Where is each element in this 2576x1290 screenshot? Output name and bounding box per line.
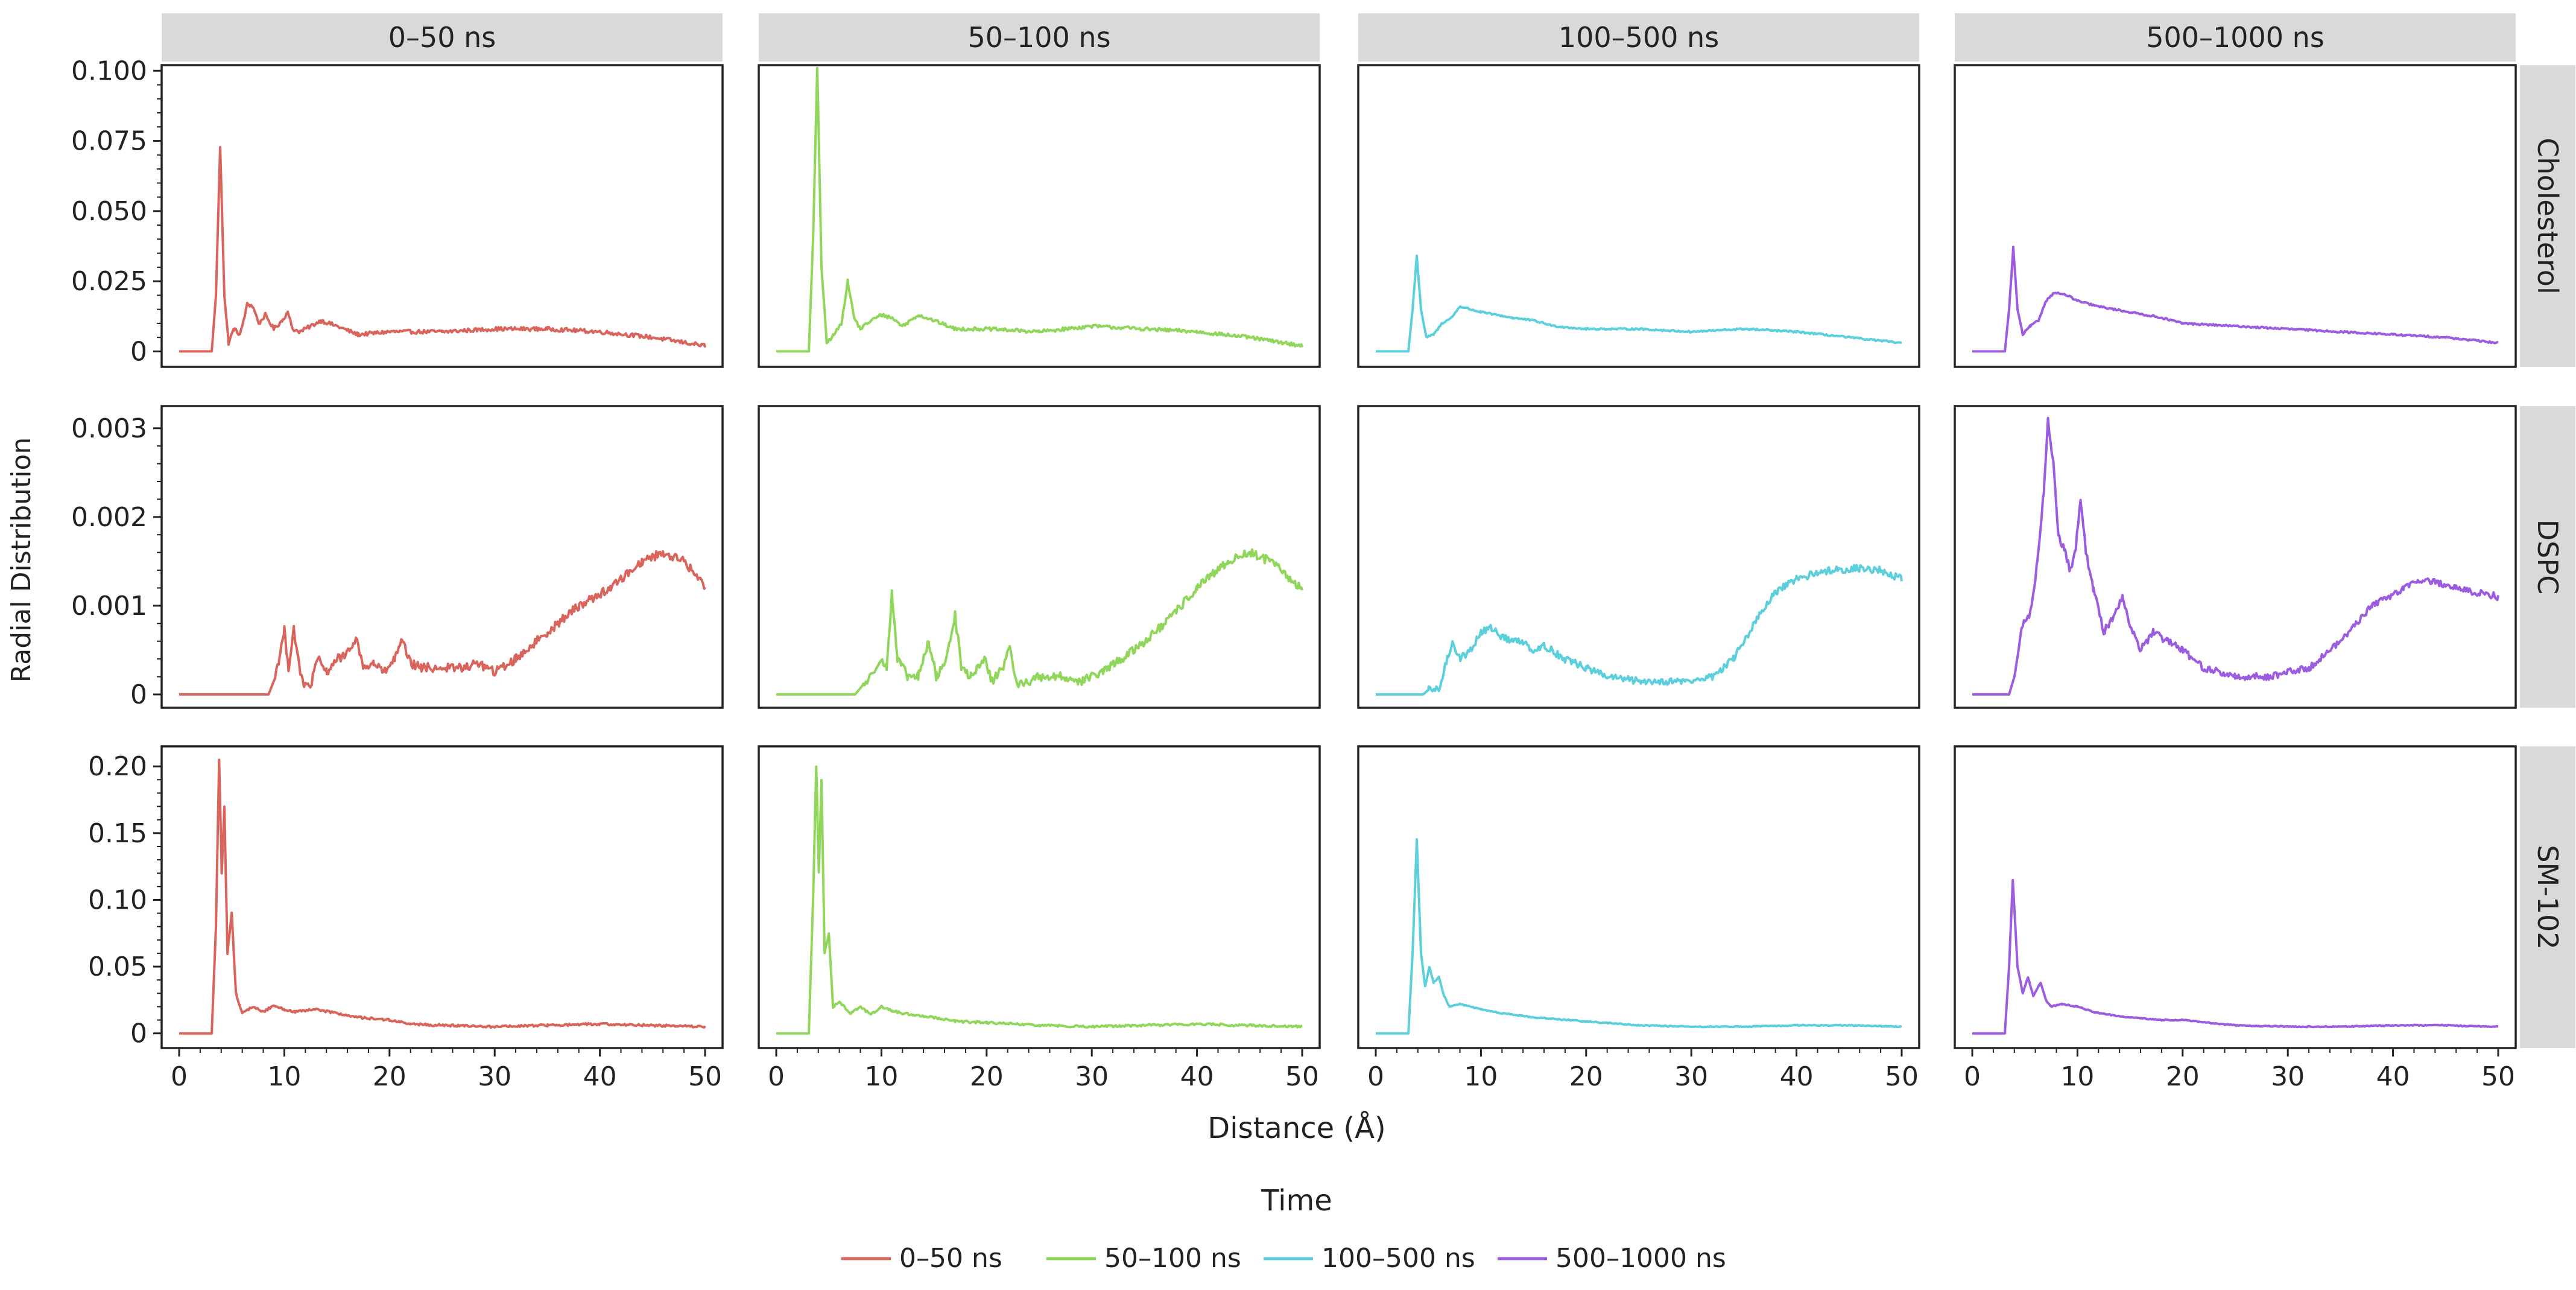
y-axis-label: Radial Distribution	[6, 437, 37, 683]
x-tick-label: 50	[1885, 1061, 1919, 1092]
x-tick-label: 40	[583, 1061, 617, 1092]
x-tick-label: 20	[2166, 1061, 2200, 1092]
legend-label: 100–500 ns	[1321, 1243, 1475, 1274]
column-strip-0-50-ns	[162, 13, 723, 62]
legend-label: 50–100 ns	[1104, 1243, 1241, 1274]
legend-label: 0–50 ns	[899, 1243, 1002, 1274]
y-tick-label: 0	[130, 1018, 147, 1049]
panel-frame-sm-102-500-1000-ns	[1954, 745, 2517, 1049]
panel-frame-cholesterol-50-100-ns	[758, 64, 1321, 368]
legend-label: 500–1000 ns	[1555, 1243, 1726, 1274]
x-tick-label: 30	[478, 1061, 511, 1092]
panel-frame-dspc-100-500-ns	[1357, 405, 1920, 709]
column-strip-50-100-ns	[759, 13, 1320, 62]
legend: Time 0–50 ns 50–100 ns 100–500 ns 500–1000 …	[841, 1184, 1726, 1274]
x-tick-label: 0	[768, 1061, 785, 1092]
panel-frame-sm-102-100-500-ns	[1357, 745, 1920, 1049]
legend-title: Time	[1261, 1184, 1332, 1218]
series-line-sm-102-0-50-ns	[179, 758, 706, 1035]
column-strip-label: 500–1000 ns	[2146, 21, 2324, 54]
facet-panels: 0–50 ns 50–100 ns 100–500 ns 500–1000 ns Cho…	[71, 13, 2575, 1092]
x-tick-label: 20	[970, 1061, 1004, 1092]
y-tick-label: 0	[130, 336, 147, 367]
series-line-cholesterol-0-50-ns	[179, 145, 706, 353]
x-tick-label: 40	[1180, 1061, 1214, 1092]
y-tick-label: 0.050	[71, 196, 147, 227]
series-line-sm-102-50-100-ns	[776, 765, 1303, 1035]
column-strip-label: 50–100 ns	[967, 21, 1110, 54]
series-line-cholesterol-50-100-ns	[776, 66, 1303, 353]
y-tick-label: 0.075	[71, 126, 147, 157]
series-line-sm-102-100-500-ns	[1376, 838, 1902, 1035]
x-axis-label: Distance (Å)	[1207, 1111, 1385, 1145]
series-line-sm-102-500-1000-ns	[1972, 879, 2499, 1035]
series-line-cholesterol-500-1000-ns	[1972, 246, 2499, 353]
y-tick-label: 0.100	[71, 56, 147, 86]
y-tick-label: 0.20	[88, 751, 147, 782]
x-tick-label: 30	[1674, 1061, 1708, 1092]
x-tick-label: 10	[267, 1061, 301, 1092]
panel-frame-sm-102-0-50-ns	[160, 745, 724, 1049]
x-tick-label: 30	[1075, 1061, 1109, 1092]
x-tick-label: 10	[1464, 1061, 1498, 1092]
y-tick-label: 0.10	[88, 885, 147, 915]
panel-frame-cholesterol-500-1000-ns	[1954, 64, 2517, 368]
x-tick-label: 10	[864, 1061, 898, 1092]
x-tick-label: 40	[2376, 1061, 2410, 1092]
row-strip-dspc	[2520, 406, 2575, 708]
x-tick-label: 0	[1964, 1061, 1981, 1092]
panel-frame-dspc-50-100-ns	[758, 405, 1321, 709]
panel-frame-cholesterol-100-500-ns	[1357, 64, 1920, 368]
row-strip-label: SM-102	[2531, 845, 2564, 949]
y-tick-label: 0.15	[88, 818, 147, 849]
column-strip-500-1000-ns	[1955, 13, 2516, 62]
column-strip-label: 100–500 ns	[1559, 21, 1719, 54]
x-tick-label: 0	[171, 1061, 188, 1092]
series-line-dspc-50-100-ns	[776, 548, 1303, 696]
series-line-dspc-0-50-ns	[179, 550, 706, 696]
row-strip-cholesterol	[2520, 65, 2575, 367]
y-tick-label: 0.025	[71, 266, 147, 297]
series-line-dspc-500-1000-ns	[1972, 416, 2499, 696]
row-strip-label: Cholesterol	[2531, 138, 2564, 294]
x-tick-label: 50	[1285, 1061, 1319, 1092]
y-tick-label: 0.003	[71, 413, 147, 444]
x-tick-label: 30	[2271, 1061, 2305, 1092]
row-strip-label: DSPC	[2531, 519, 2564, 594]
panel-frame-cholesterol-0-50-ns	[160, 64, 724, 368]
x-tick-label: 40	[1780, 1061, 1814, 1092]
y-tick-label: 0.001	[71, 591, 147, 621]
x-tick-label: 50	[688, 1061, 722, 1092]
column-strip-label: 0–50 ns	[388, 21, 496, 54]
x-tick-label: 20	[1569, 1061, 1603, 1092]
x-tick-label: 50	[2481, 1061, 2515, 1092]
column-strip-100-500-ns	[1358, 13, 1919, 62]
x-tick-label: 0	[1367, 1061, 1384, 1092]
panel-frame-dspc-0-50-ns	[160, 405, 724, 709]
panel-frame-dspc-500-1000-ns	[1954, 405, 2517, 709]
series-line-dspc-100-500-ns	[1376, 564, 1903, 696]
row-strip-sm-102	[2520, 746, 2575, 1048]
x-tick-label: 10	[2060, 1061, 2094, 1092]
y-tick-label: 0.05	[88, 952, 147, 982]
panel-frame-sm-102-50-100-ns	[758, 745, 1321, 1049]
y-tick-label: 0	[130, 679, 147, 710]
x-tick-label: 20	[373, 1061, 407, 1092]
y-tick-label: 0.002	[71, 502, 147, 533]
series-line-cholesterol-100-500-ns	[1376, 254, 1902, 353]
